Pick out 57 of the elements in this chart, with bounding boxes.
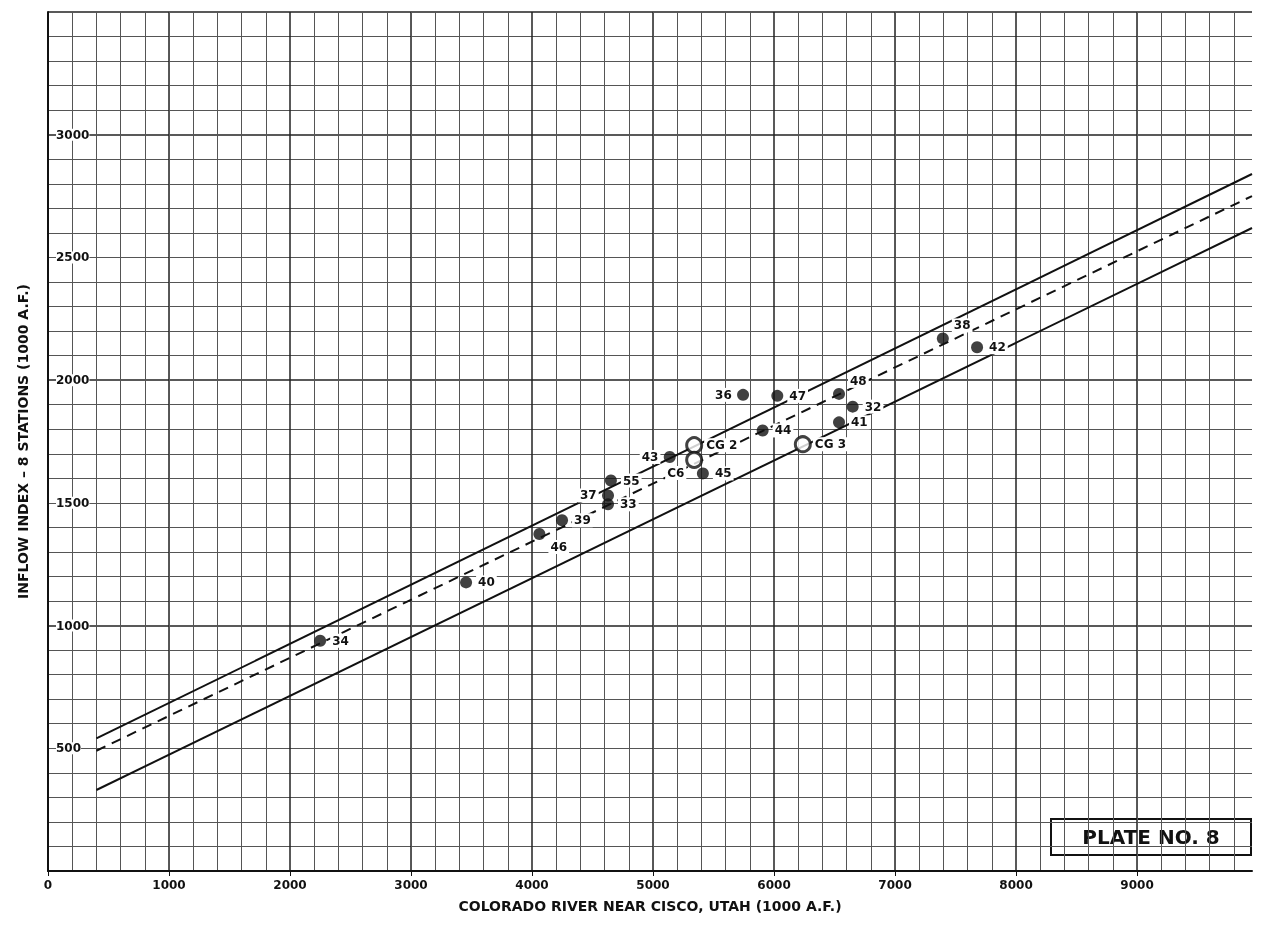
annotation: 37 — [580, 488, 597, 503]
point — [793, 435, 812, 454]
point — [663, 450, 676, 463]
point — [685, 436, 704, 455]
annotation: 41 — [851, 415, 868, 430]
point — [936, 332, 949, 345]
annotation: 48 — [850, 373, 867, 388]
annotation: 33 — [620, 497, 637, 512]
annotation: CG 2 — [706, 438, 738, 453]
annotation: 36 — [715, 387, 732, 402]
x-axis-title: COLORADO RIVER NEAR CISCO, UTAH (1000 A.F.) — [458, 898, 842, 914]
x-tick-label: 1000 — [152, 878, 186, 892]
annotation: 43 — [641, 449, 659, 464]
point — [685, 450, 704, 469]
x-tick-label: 7000 — [878, 878, 912, 892]
annotation: 40 — [478, 575, 495, 590]
point — [737, 388, 750, 401]
point — [556, 514, 569, 527]
annotation: 42 — [989, 340, 1006, 355]
annotation: C6 — [667, 465, 685, 480]
y-tick-label: 3000 — [56, 127, 90, 142]
point — [971, 341, 984, 354]
point — [604, 474, 617, 487]
x-tick-label: 4000 — [515, 878, 549, 892]
x-tick-label: 9000 — [1120, 878, 1154, 892]
x-tick-label: 2000 — [273, 878, 307, 892]
point — [533, 528, 546, 541]
point — [460, 576, 473, 589]
point — [833, 416, 846, 429]
annotation: 39 — [574, 513, 591, 528]
point — [756, 424, 769, 437]
annotation: 46 — [550, 540, 568, 555]
point — [833, 387, 846, 400]
point — [771, 389, 784, 402]
point — [602, 489, 615, 502]
y-tick-label: 500 — [56, 741, 82, 756]
x-tick-label: 0 — [43, 878, 53, 892]
annotation: 34 — [332, 633, 349, 648]
y-tick-label: 2000 — [56, 373, 90, 388]
x-tick-label: 3000 — [394, 878, 428, 892]
annotation: 44 — [774, 423, 792, 438]
y-axis-title: INFLOW INDEX – 8 STATIONS (1000 A.F.) — [15, 284, 31, 599]
y-tick-label: 1500 — [56, 495, 90, 510]
point — [696, 467, 709, 480]
x-tick-label: 5000 — [636, 878, 670, 892]
annotation: 38 — [953, 318, 971, 333]
annotation: CG 3 — [814, 437, 847, 452]
x-tick-label: 8000 — [999, 878, 1033, 892]
point — [314, 634, 327, 647]
annotation: 45 — [714, 466, 732, 481]
x-tick-label: 6000 — [757, 878, 791, 892]
y-tick-label: 1000 — [56, 618, 90, 633]
y-tick-label: 2500 — [56, 250, 90, 265]
annotation: 55 — [622, 473, 640, 488]
annotation: 47 — [789, 388, 806, 403]
point — [846, 400, 859, 413]
annotation: 32 — [864, 399, 882, 414]
